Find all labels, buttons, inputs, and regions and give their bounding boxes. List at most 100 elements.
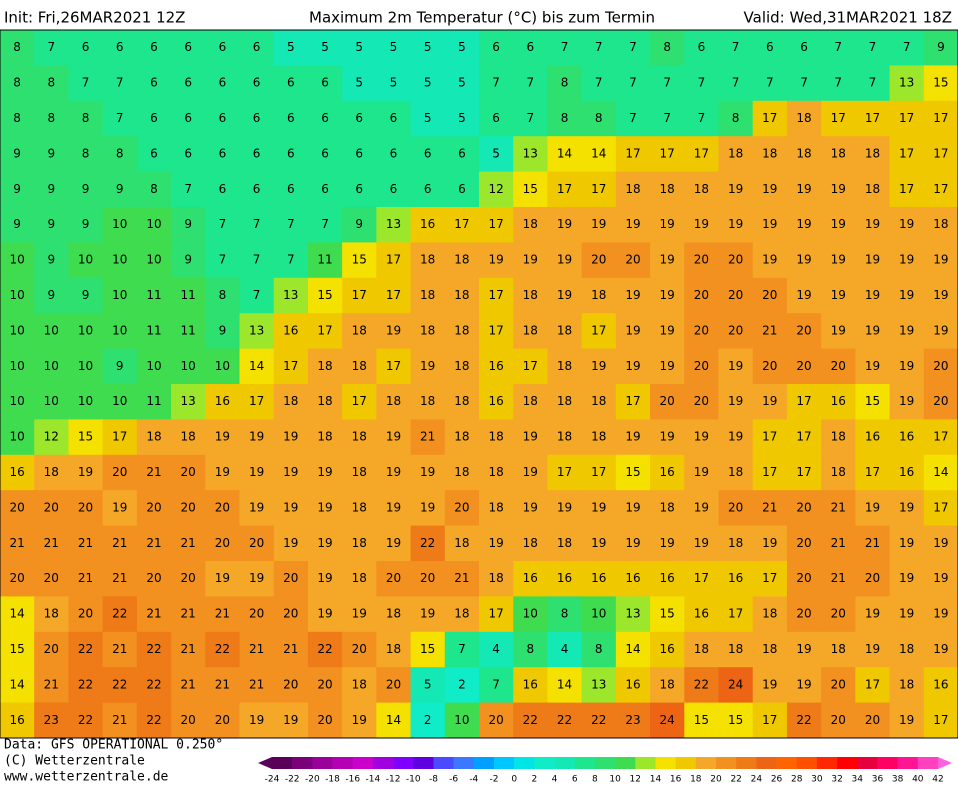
temperature-value: 8 bbox=[82, 111, 90, 125]
temperature-cell bbox=[34, 242, 69, 279]
temperature-cell bbox=[307, 171, 343, 208]
temperature-cell bbox=[307, 277, 343, 314]
temperature-value: 19 bbox=[591, 359, 606, 373]
temperature-value: 20 bbox=[44, 642, 59, 656]
temperature-value: 21 bbox=[181, 677, 196, 691]
temperature-cell bbox=[513, 242, 548, 279]
temperature-cell bbox=[410, 277, 446, 314]
temperature-cell bbox=[205, 313, 240, 350]
temperature-value: 21 bbox=[112, 713, 127, 727]
temperature-value: 17 bbox=[762, 571, 777, 585]
temperature-cell bbox=[718, 313, 754, 350]
temperature-cell bbox=[786, 348, 822, 385]
temperature-value: 6 bbox=[355, 146, 363, 160]
temperature-value: 19 bbox=[694, 430, 709, 444]
temperature-value: 19 bbox=[386, 536, 401, 550]
temperature-value: 11 bbox=[181, 323, 196, 337]
colorbar-label: 12 bbox=[630, 775, 641, 785]
temperature-cell bbox=[718, 490, 754, 527]
temperature-cell bbox=[307, 702, 343, 739]
temperature-cell bbox=[923, 348, 958, 385]
temperature-cell bbox=[0, 207, 35, 243]
temperature-value: 19 bbox=[831, 288, 846, 302]
temperature-value: 20 bbox=[796, 607, 811, 621]
temperature-cell bbox=[821, 171, 856, 208]
temperature-value: 19 bbox=[933, 571, 948, 585]
temperature-value: 17 bbox=[899, 111, 914, 125]
temperature-cell bbox=[205, 171, 240, 208]
temperature-cell bbox=[0, 561, 35, 597]
temperature-cell bbox=[752, 242, 788, 279]
temperature-value: 6 bbox=[219, 76, 227, 90]
temperature-value: 21 bbox=[112, 642, 127, 656]
temperature-value: 19 bbox=[283, 500, 298, 514]
temperature-cell bbox=[821, 667, 856, 704]
temperature-cell bbox=[273, 65, 309, 102]
temperature-value: 21 bbox=[9, 536, 24, 550]
temperature-cell bbox=[34, 702, 69, 739]
colorbar-swatch bbox=[816, 757, 838, 769]
temperature-cell bbox=[376, 65, 412, 102]
temperature-value: 22 bbox=[317, 642, 332, 656]
temperature-value: 18 bbox=[728, 146, 743, 160]
temperature-value: 19 bbox=[933, 323, 948, 337]
temperature-cell bbox=[513, 561, 548, 597]
map: 8 7 6 6 6 6 6 6 5 5 5 5 5 5 6 6 7 7 7 8 6 7 6 6 7 7 7 9 8 8 7 7 6 6 6 6 6 6 5 5… bbox=[0, 30, 958, 739]
temperature-value: 8 bbox=[48, 76, 56, 90]
colorbar-swatch bbox=[332, 757, 354, 769]
temperature-value: 13 bbox=[181, 394, 196, 408]
temperature-cell bbox=[0, 171, 35, 208]
temperature-value: 5 bbox=[287, 40, 295, 54]
temperature-value: 18 bbox=[352, 430, 367, 444]
temperature-value: 19 bbox=[933, 607, 948, 621]
temperature-cell bbox=[615, 100, 651, 137]
temperature-cell bbox=[205, 65, 240, 102]
temperature-value: 17 bbox=[591, 182, 606, 196]
temperature-value: 5 bbox=[424, 111, 432, 125]
temperature-cell bbox=[239, 384, 275, 420]
temperature-value: 19 bbox=[796, 288, 811, 302]
temperature-cell bbox=[410, 242, 446, 279]
temperature-value: 17 bbox=[899, 146, 914, 160]
temperature-value: 15 bbox=[523, 182, 538, 196]
temperature-value: 19 bbox=[352, 713, 367, 727]
temperature-value: 18 bbox=[762, 642, 777, 656]
temperature-value: 18 bbox=[181, 430, 196, 444]
colorbar-swatch bbox=[675, 757, 697, 769]
temperature-cell bbox=[102, 171, 138, 208]
temperature-cell bbox=[376, 242, 412, 279]
temperature-value: 18 bbox=[352, 500, 367, 514]
temperature-value: 19 bbox=[249, 571, 264, 585]
temperature-cell bbox=[205, 631, 240, 668]
temperature-value: 6 bbox=[355, 111, 363, 125]
temperature-cell bbox=[68, 30, 104, 66]
temperature-value: 19 bbox=[625, 430, 640, 444]
temperature-value: 15 bbox=[420, 642, 435, 656]
temperature-cell bbox=[0, 65, 35, 102]
temperature-value: 20 bbox=[181, 465, 196, 479]
temperature-cell bbox=[718, 702, 754, 739]
temperature-value: 11 bbox=[181, 288, 196, 302]
temperature-cell bbox=[513, 419, 548, 456]
temperature-cell bbox=[547, 419, 583, 456]
temperature-value: 7 bbox=[629, 76, 637, 90]
temperature-value: 10 bbox=[44, 359, 59, 373]
temperature-cell bbox=[615, 348, 651, 385]
temperature-value: 19 bbox=[796, 642, 811, 656]
temperature-value: 20 bbox=[831, 713, 846, 727]
temperature-value: 16 bbox=[523, 677, 538, 691]
temperature-cell bbox=[34, 525, 69, 562]
temperature-cell bbox=[581, 65, 617, 102]
temperature-cell bbox=[273, 207, 309, 243]
temperature-cell bbox=[479, 667, 514, 704]
temperature-value: 20 bbox=[386, 571, 401, 585]
temperature-value: 19 bbox=[899, 359, 914, 373]
temperature-value: 14 bbox=[591, 146, 606, 160]
temperature-value: 21 bbox=[249, 642, 264, 656]
url: www.wetterzentrale.de bbox=[4, 770, 169, 785]
temperature-value: 19 bbox=[420, 359, 435, 373]
colorbar-swatch bbox=[534, 757, 555, 769]
temperature-value: 22 bbox=[112, 607, 127, 621]
temperature-cell bbox=[0, 525, 35, 562]
temperature-value: 20 bbox=[796, 536, 811, 550]
